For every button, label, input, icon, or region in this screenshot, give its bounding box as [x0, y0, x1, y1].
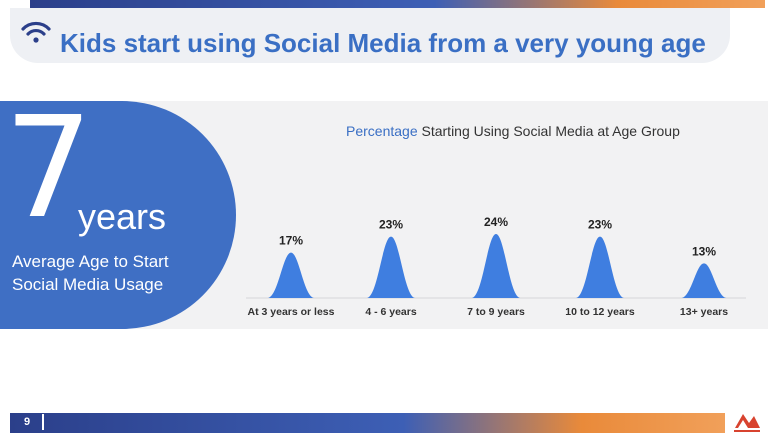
- chart-value-label: 23%: [588, 218, 612, 232]
- chart-value-label: 17%: [279, 234, 303, 248]
- chart-peak: [472, 234, 520, 298]
- chart-category-label: 10 to 12 years: [565, 306, 635, 318]
- chart-title-accent: Percentage: [346, 123, 418, 139]
- title-banner: Kids start using Social Media from a ver…: [10, 8, 730, 63]
- average-age-caption-line1: Average Age to Start: [12, 252, 169, 271]
- chart-category-label: 4 - 6 years: [365, 306, 417, 318]
- chart-peak: [367, 236, 415, 298]
- chart-peak: [268, 252, 314, 298]
- chart-category-label: 7 to 9 years: [467, 306, 525, 318]
- chart-title: Percentage Starting Using Social Media a…: [346, 123, 680, 139]
- chart-peak: [681, 263, 727, 298]
- average-age-number: 7: [4, 87, 94, 250]
- top-accent-strip: [30, 0, 765, 8]
- wifi-icon: [21, 21, 51, 43]
- average-age-caption: Average Age to Start Social Media Usage: [12, 250, 227, 296]
- page-number: 9: [24, 416, 31, 428]
- chart-category-label: 13+ years: [680, 306, 728, 318]
- chart-value-label: 13%: [692, 244, 716, 258]
- chart-value-label: 23%: [379, 218, 403, 232]
- chart-value-label: 24%: [484, 215, 508, 229]
- average-age-panel: [0, 101, 236, 329]
- brand-logo: [734, 414, 760, 432]
- bottom-accent-strip: [10, 413, 725, 433]
- chart-category-label: At 3 years or less: [248, 306, 335, 318]
- average-age-unit: years: [78, 196, 167, 237]
- age-group-chart: 17% At 3 years or less 23% 4 - 6 years 24% 7 …: [246, 215, 746, 318]
- chart-title-rest: Starting Using Social Media at Age Group: [417, 123, 680, 139]
- average-age-caption-line2: Social Media Usage: [12, 275, 164, 294]
- slide-title: Kids start using Social Media from a ver…: [60, 28, 706, 58]
- page-number-divider: [42, 414, 44, 430]
- chart-peak: [576, 236, 624, 298]
